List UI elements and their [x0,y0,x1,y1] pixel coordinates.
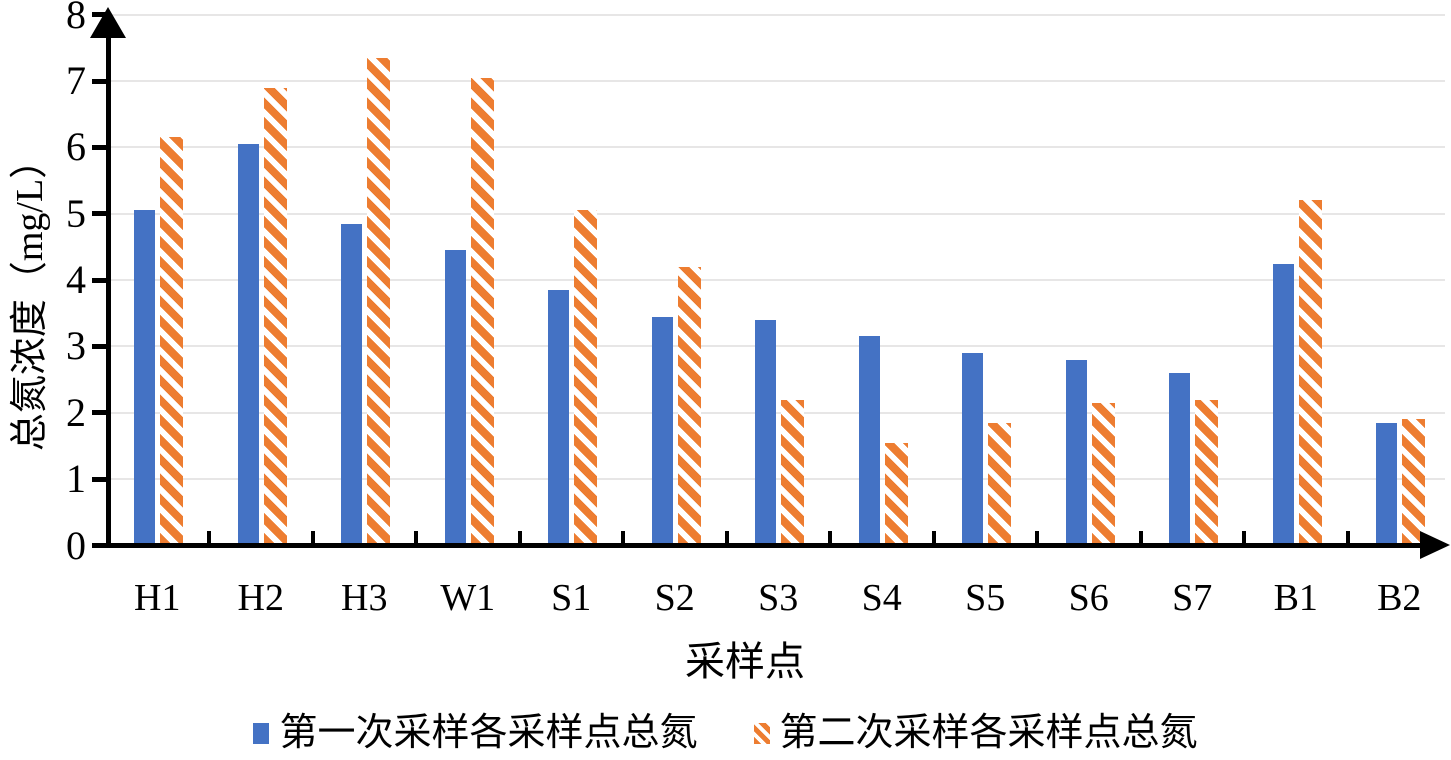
y-tick-7 [92,78,110,84]
legend-item-1: 第一次采样各采样点总氮 [253,710,698,756]
y-tick-label-8: 8 [66,0,86,37]
y-tick-label-2: 2 [66,389,86,435]
gridline-5 [104,212,1445,215]
gridline-4 [104,279,1445,282]
bar-series1-S2 [651,316,673,545]
legend-item-2: 第二次采样各采样点总氮 [753,710,1198,756]
y-tick-label-1: 1 [66,456,86,502]
y-axis-arrow-icon [90,7,126,38]
y-tick-label-0: 0 [66,522,86,568]
legend-label-1: 第一次采样各采样点总氮 [279,712,698,754]
category-label-H2: H2 [237,577,284,619]
y-tick-4 [92,277,110,283]
bar-series2-H1 [160,137,184,545]
gridline-6 [104,146,1445,149]
bar-series2-S1 [574,210,598,545]
category-label-S5: S5 [965,577,1006,619]
category-label-S7: S7 [1172,577,1213,619]
x-axis-title: 采样点 [685,639,805,684]
x-tick-4 [517,530,522,544]
bar-series1-S6 [1065,359,1087,545]
bar-series2-B1 [1298,200,1322,545]
y-tick-label-5: 5 [66,190,86,236]
x-tick-12 [1345,530,1350,544]
x-tick-9 [1035,530,1039,544]
y-tick-2 [92,410,110,416]
y-tick-6 [92,144,110,150]
bar-series1-S4 [858,336,880,545]
bar-series2-H2 [263,87,287,545]
bar-series1-B1 [1272,263,1294,545]
bar-series1-H2 [237,144,259,545]
category-label-S2: S2 [654,577,695,619]
bar-series1-B2 [1376,422,1398,545]
x-tick-1 [207,530,211,544]
y-tick-5 [92,211,110,217]
category-label-B2: B2 [1377,577,1422,619]
gridline-8 [104,13,1445,16]
bar-series1-H1 [134,210,156,545]
legend-swatch-1-solid-icon [253,722,270,744]
legend: 第一次采样各采样点总氮 第二次采样各采样点总氮 [0,710,1451,756]
bar-series1-S5 [962,353,984,545]
bar-series2-W1 [470,77,494,545]
x-tick-10 [1138,530,1143,544]
x-tick-3 [414,530,418,544]
y-tick-label-7: 7 [66,58,86,104]
category-label-S4: S4 [861,577,902,619]
x-tick-5 [621,530,625,544]
y-tick-label-4: 4 [66,257,86,303]
bar-series2-S3 [781,399,805,545]
y-tick-label-3: 3 [66,323,86,369]
y-axis-line [106,28,111,548]
bar-series1-S3 [755,319,777,545]
category-label-S6: S6 [1068,577,1109,619]
x-tick-11 [1242,530,1246,544]
y-tick-label-6: 6 [66,124,86,170]
category-label-H1: H1 [134,577,181,619]
category-label-S3: S3 [758,577,799,619]
x-tick-6 [724,530,729,544]
legend-label-2: 第二次采样各采样点总氮 [779,712,1198,754]
y-axis-title: 总氮浓度（mg/L） [9,140,51,452]
bar-series1-S1 [548,290,570,545]
bar-series2-S2 [677,266,701,545]
x-axis-arrow-icon [1420,531,1450,559]
category-label-W1: W1 [440,577,496,619]
y-tick-0 [92,543,110,548]
gridline-7 [104,80,1445,83]
y-tick-1 [92,476,110,482]
x-tick-2 [310,530,315,544]
y-tick-3 [92,343,110,349]
category-label-S1: S1 [551,577,592,619]
bar-series2-B2 [1402,419,1426,545]
legend-swatch-2-striped-icon [753,722,770,744]
x-tick-7 [828,530,832,544]
bar-series2-S5 [988,422,1012,545]
y-tick-8 [92,12,110,18]
bar-series1-S7 [1169,372,1191,545]
bar-series1-H3 [341,223,363,545]
bar-series2-S6 [1091,402,1115,545]
category-label-H3: H3 [341,577,388,619]
x-axis-line [103,543,1425,548]
bar-series1-W1 [444,250,466,545]
category-label-B1: B1 [1273,577,1318,619]
bar-series2-S7 [1195,399,1219,545]
x-tick-8 [931,530,936,544]
bar-series2-S4 [884,442,908,545]
bar-series2-H3 [367,57,391,545]
